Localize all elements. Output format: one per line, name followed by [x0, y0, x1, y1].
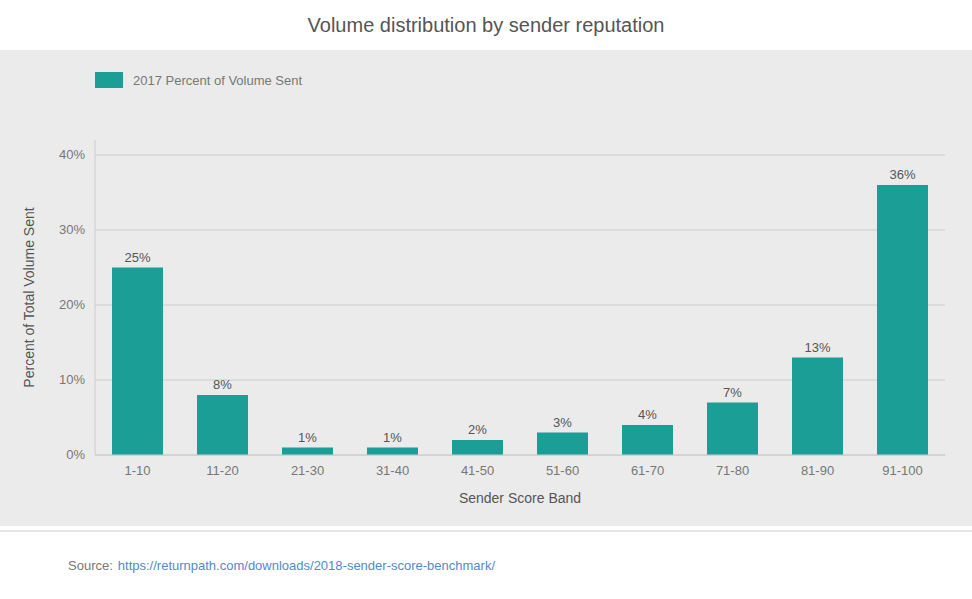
data-label: 1%	[383, 430, 402, 445]
data-label: 3%	[553, 415, 572, 430]
y-axis-line	[95, 140, 96, 455]
x-tick-label: 11-20	[206, 463, 238, 478]
bar	[112, 268, 163, 456]
bar	[707, 403, 758, 456]
x-tick-label: 61-70	[631, 463, 664, 478]
bar	[537, 433, 588, 456]
bar	[282, 448, 333, 456]
x-axis-label: Sender Score Band	[459, 490, 581, 506]
x-tick-label: 21-30	[291, 463, 324, 478]
bar	[877, 185, 928, 455]
legend: 2017 Percent of Volume Sent	[95, 72, 303, 88]
y-tick-label: 30%	[59, 222, 85, 237]
bar	[367, 448, 418, 456]
title: Volume distribution by sender reputation	[308, 14, 665, 36]
bar	[792, 358, 843, 456]
grid-line	[95, 455, 945, 456]
y-tick-label: 40%	[59, 147, 85, 162]
data-label: 2%	[468, 422, 487, 437]
bar	[452, 440, 503, 455]
grid-line	[95, 305, 945, 306]
bar	[197, 395, 248, 455]
legend-swatch	[95, 72, 123, 88]
data-label: 13%	[804, 340, 830, 355]
divider	[0, 531, 972, 532]
y-axis-label: Percent of Total Volume Sent	[21, 207, 37, 387]
data-label: 8%	[213, 377, 232, 392]
grid-line	[95, 155, 945, 156]
x-tick-label: 51-60	[546, 463, 579, 478]
background	[0, 0, 972, 599]
chart-root: Volume distribution by sender reputation…	[0, 0, 972, 599]
source-url: https://returnpath.com/downloads/2018-se…	[118, 558, 496, 573]
x-tick-label: 81-90	[801, 463, 834, 478]
source-prefix: Source:	[68, 558, 113, 573]
bar	[622, 425, 673, 455]
data-label: 1%	[298, 430, 317, 445]
grid-line	[95, 230, 945, 231]
legend-label: 2017 Percent of Volume Sent	[133, 73, 303, 88]
x-tick-label: 91-100	[882, 463, 922, 478]
bars	[112, 185, 928, 455]
plot-band	[0, 50, 972, 526]
x-tick-label: 41-50	[461, 463, 494, 478]
y-tick-label: 0%	[66, 447, 85, 462]
x-tick-label: 31-40	[376, 463, 409, 478]
data-label: 4%	[638, 407, 657, 422]
data-label: 7%	[723, 385, 742, 400]
x-tick-label: 71-80	[716, 463, 749, 478]
y-tick-label: 10%	[59, 372, 85, 387]
x-axis-line	[95, 455, 945, 456]
x-tick-label: 1-10	[124, 463, 150, 478]
data-label: 36%	[889, 167, 915, 182]
source: Source: https://returnpath.com/downloads/…	[68, 558, 495, 573]
y-tick-label: 20%	[59, 297, 85, 312]
data-label: 25%	[124, 250, 150, 265]
